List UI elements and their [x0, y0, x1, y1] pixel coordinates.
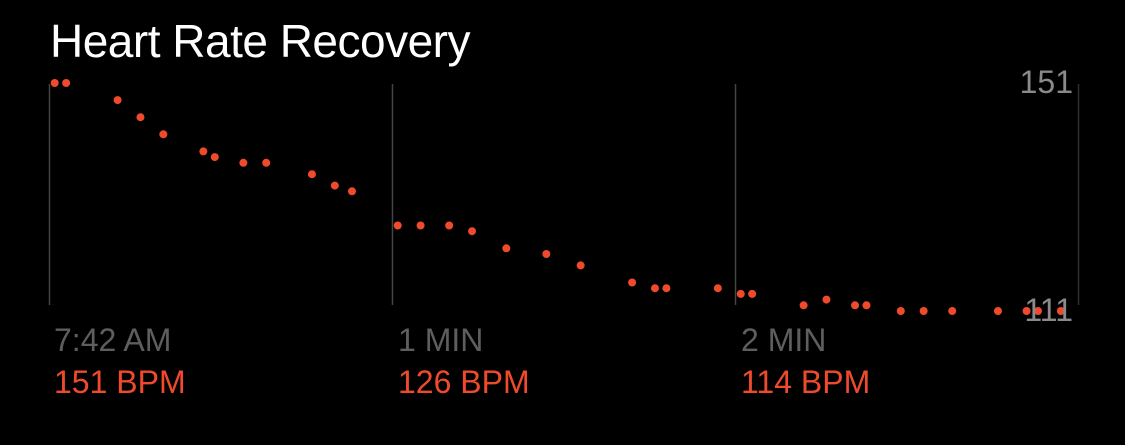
heart-rate-point: [199, 147, 208, 156]
heart-rate-point: [851, 301, 860, 310]
heart-rate-point: [1033, 307, 1042, 315]
heart-rate-point: [159, 130, 168, 139]
heart-rate-point: [502, 244, 511, 253]
heart-rate-point: [262, 158, 271, 167]
heart-rate-point: [948, 307, 957, 315]
chart-title: Heart Rate Recovery: [50, 15, 471, 67]
heart-rate-point: [736, 289, 745, 298]
heart-rate-point: [799, 301, 808, 310]
heart-rate-point: [62, 79, 71, 87]
heart-rate-point: [347, 187, 356, 196]
heart-rate-point: [50, 79, 59, 87]
marker-bpm-start: 151 BPM: [54, 364, 186, 400]
heart-rate-point: [896, 307, 905, 315]
heart-rate-point: [393, 221, 402, 230]
y-tick-min: 111: [1024, 292, 1073, 328]
heart-rate-point: [307, 170, 316, 179]
heart-rate-point: [136, 113, 145, 122]
heart-rate-point: [862, 301, 871, 310]
y-tick-max: 151: [1019, 64, 1073, 100]
marker-time-1min: 1 MIN: [398, 322, 484, 358]
heart-rate-point: [919, 307, 928, 315]
marker-time-2min: 2 MIN: [741, 322, 827, 358]
marker-bpm-1min: 126 BPM: [398, 364, 530, 400]
heart-rate-point: [748, 289, 757, 298]
heart-rate-point: [628, 278, 637, 287]
heart-rate-point: [113, 96, 122, 105]
heart-rate-point: [662, 284, 671, 293]
heart-rate-point: [993, 307, 1002, 315]
heart-rate-point: [1022, 307, 1031, 315]
heart-rate-point: [542, 250, 551, 258]
heart-rate-point: [239, 158, 248, 167]
heart-rate-point: [210, 153, 219, 162]
heart-rate-point: [650, 284, 659, 293]
heart-rate-point: [468, 227, 477, 236]
heart-rate-point: [416, 221, 425, 230]
heart-rate-point: [576, 261, 585, 270]
marker-time-start: 7:42 AM: [54, 322, 172, 358]
heart-rate-point: [1056, 307, 1065, 315]
marker-bpm-2min: 114 BPM: [741, 364, 871, 400]
heart-rate-point: [445, 221, 454, 230]
heart-rate-point: [822, 295, 831, 304]
heart-rate-point: [713, 284, 722, 293]
heart-rate-point: [330, 181, 339, 190]
